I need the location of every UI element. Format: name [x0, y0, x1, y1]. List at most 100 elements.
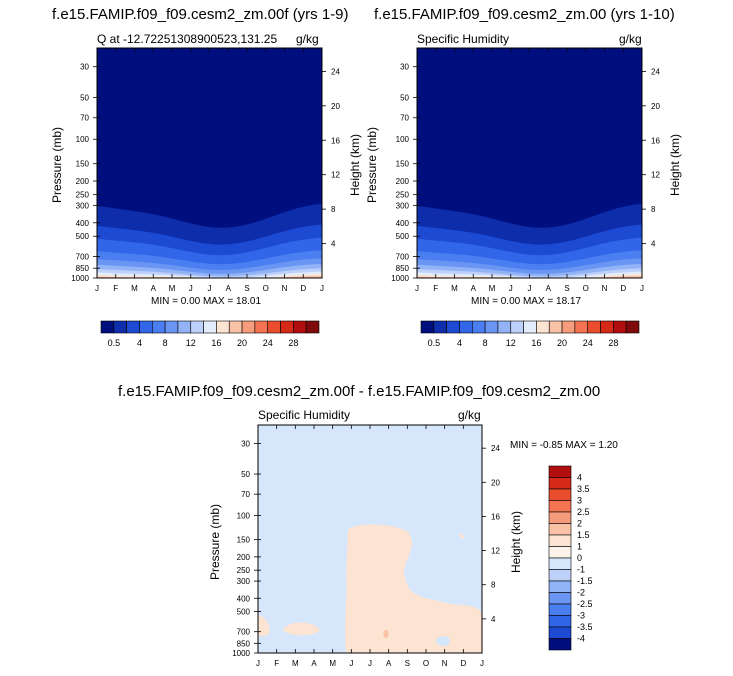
panel1-ytick-label-1000: 1000	[71, 274, 89, 283]
panel1-contours	[97, 48, 322, 278]
panel3-colorbar-swatch-5	[548, 523, 572, 536]
panel1-minmax: MIN = 0.00 MAX = 18.01	[151, 296, 262, 307]
panel2-xtick-label-10: N	[602, 284, 608, 293]
panel3-xtick-label-10: N	[442, 659, 448, 668]
panel3-xtick-label-8: S	[405, 659, 410, 668]
panel2-ytick-label-400: 400	[396, 219, 410, 228]
panel3-xtick-label-9: O	[423, 659, 429, 668]
panel3-ytick-label-250: 250	[237, 566, 251, 575]
panel2-yrtick-label-4: 4	[651, 240, 656, 249]
panel1-colorbar-label-1: 4	[137, 338, 142, 348]
panel1-ytick-label-200: 200	[76, 177, 90, 186]
panel1-ytick-label-150: 150	[76, 160, 90, 169]
panel1-colorbar-label-0: 0.5	[108, 338, 121, 348]
panel1-xtick-label-6: J	[208, 284, 212, 293]
panel1-colorbar-swatch-15	[293, 320, 307, 334]
panel3-yrtick-label-8: 8	[491, 581, 496, 590]
panel1-colorbar-swatch-6	[177, 320, 192, 334]
panel2-ytick-label-1000: 1000	[391, 274, 409, 283]
panel2-title: f.e15.FAMIP.f09_f09.cesm2_zm.00 (yrs 1-1…	[374, 6, 675, 23]
panel2-xtick-label-9: O	[583, 284, 589, 293]
panel2-colorbar-swatch-7	[510, 320, 524, 334]
panel3-contours	[258, 425, 482, 653]
panel2-ytick-label-850: 850	[396, 264, 410, 273]
panel1-ytick-label-70: 70	[80, 114, 89, 123]
panel1-colorbar-swatch-0	[100, 320, 115, 334]
panel2-colorbar-label-2: 8	[483, 338, 488, 348]
panel1-y-axis-label: Pressure (mb)	[50, 127, 64, 204]
panel1-xtick-label-1: F	[113, 284, 118, 293]
panel3-band-pos-spot1	[283, 622, 320, 636]
panel3-colorbar-swatch-9	[548, 569, 572, 582]
panel3-xtick-label-6: J	[368, 659, 372, 668]
panel3-colorbar-label-0: 4	[577, 473, 582, 483]
panel3-y-axis-label: Pressure (mb)	[208, 504, 222, 581]
panel1-ytick-label-100: 100	[76, 135, 90, 144]
panel2-ytick-label-200: 200	[396, 177, 410, 186]
panel2-xtick-label-11: D	[620, 284, 626, 293]
panel1-colorbar-label-6: 24	[263, 338, 273, 348]
panel1-ytick-label-300: 300	[76, 201, 90, 210]
panel3-xtick-label-2: M	[292, 659, 299, 668]
panel3-colorbar-swatch-12	[548, 603, 572, 616]
panel3-colorbar-swatch-6	[548, 534, 572, 547]
panel2-ytick-label-70: 70	[400, 114, 409, 123]
panel3-ytick-label-150: 150	[237, 536, 251, 545]
panel2-xtick-label-1: F	[433, 284, 438, 293]
panel3-ytick-label-100: 100	[237, 511, 251, 520]
panel1-xtick-label-8: S	[244, 284, 249, 293]
panel1-ytick-label-50: 50	[80, 93, 89, 102]
panel2-xtick-label-0: J	[415, 284, 419, 293]
panel1-ytick-label-700: 700	[76, 253, 90, 262]
panel3-ytick-label-30: 30	[241, 440, 250, 449]
panel2-colorbar-label-7: 28	[608, 338, 618, 348]
panel2-subtitle-right: g/kg	[619, 32, 642, 46]
panel2-yrtick-label-24: 24	[651, 67, 660, 76]
panel1-colorbar-swatch-11	[241, 320, 256, 334]
panel2-ytick-label-300: 300	[396, 201, 410, 210]
panel1-xtick-label-11: D	[300, 284, 306, 293]
panel3-colorbar-swatch-3	[548, 500, 572, 513]
panel3-colorbar-swatch-10	[548, 580, 572, 593]
panel1-xtick-label-0: J	[95, 284, 99, 293]
panel1-subtitle-right: g/kg	[296, 32, 319, 46]
panel2-colorbar-swatch-9	[536, 320, 550, 334]
panel3-title: f.e15.FAMIP.f09_f09.cesm2_zm.00f - f.e15…	[118, 383, 601, 400]
panel2-frame	[416, 47, 643, 279]
panel1-colorbar-swatch-14	[280, 320, 294, 334]
panel3-colorbar-swatch-8	[548, 557, 572, 570]
panel2-y-axis-right-label: Height (km)	[668, 134, 682, 197]
panel3-xtick-label-11: D	[460, 659, 466, 668]
panel3-colorbar-label-9: -1.5	[577, 576, 593, 586]
panel2-xtick-label-2: M	[451, 284, 458, 293]
panel2-colorbar-swatch-5	[484, 320, 499, 334]
panel3-colorbar-swatch-11	[548, 592, 572, 605]
panel1-xtick-label-7: A	[226, 284, 232, 293]
panel2-xtick-label-4: M	[489, 284, 496, 293]
panel1-colorbar: 0.5 4 8 12 16 20 24 28	[100, 320, 320, 348]
panel1-xtick-label-3: A	[151, 284, 157, 293]
panel1-title: f.e15.FAMIP.f09_f09.cesm2_zm.00f (yrs 1-…	[52, 6, 349, 23]
panel3-yrtick-label-20: 20	[491, 478, 500, 487]
panel2-colorbar-swatch-8	[523, 320, 537, 334]
panel3-ytick-label-70: 70	[241, 490, 250, 499]
panel3-ytick-label-850: 850	[237, 639, 251, 648]
panel1-colorbar-swatch-4	[151, 320, 166, 334]
panel3-xtick-label-3: A	[311, 659, 317, 668]
panel3-colorbar-label-5: 1.5	[577, 530, 590, 540]
panel3-colorbar-label-7: 0	[577, 553, 582, 563]
panel3-ytick-label-200: 200	[237, 553, 251, 562]
panel2-colorbar-swatch-2	[446, 320, 460, 334]
panel2-colorbar-swatch-0	[420, 320, 435, 334]
panel1-yrtick-label-12: 12	[331, 171, 340, 180]
panel1-xtick-label-2: M	[131, 284, 138, 293]
panel2-colorbar-label-4: 16	[531, 338, 541, 348]
panel3-ytick-label-400: 400	[237, 594, 251, 603]
panel2-colorbar-swatch-10	[548, 320, 563, 334]
panel2-colorbar-swatch-4	[471, 320, 486, 334]
panel3-yrtick-label-16: 16	[491, 512, 500, 521]
panel2-ytick-label-30: 30	[400, 63, 409, 72]
panel1-xtick-label-9: O	[263, 284, 269, 293]
panel3-xtick-label-12: J	[480, 659, 484, 668]
